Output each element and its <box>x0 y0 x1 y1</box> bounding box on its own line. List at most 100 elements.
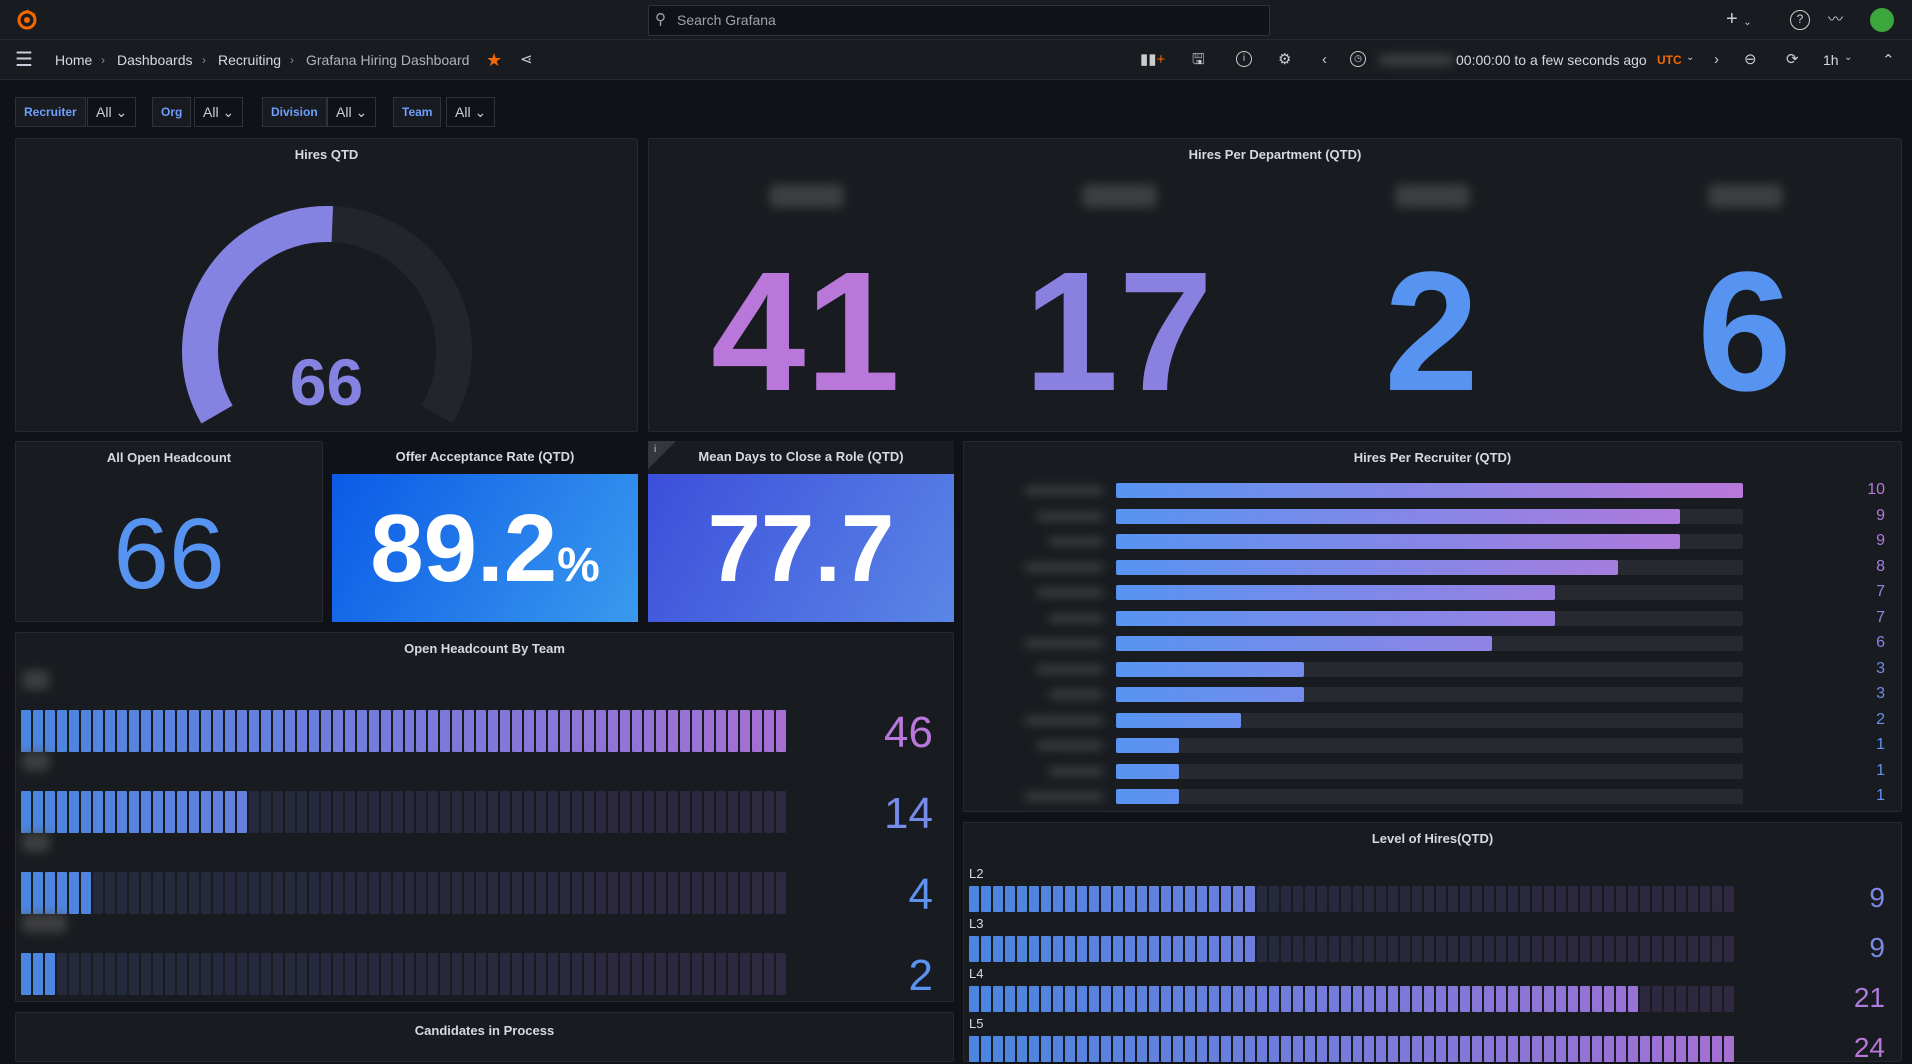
gear-icon[interactable]: ⚙ <box>1278 51 1292 68</box>
bar-segment-lit <box>476 710 487 752</box>
bar-segment <box>1712 986 1723 1012</box>
bar-segment <box>488 872 499 914</box>
bar-segment <box>1424 936 1435 962</box>
bar-segment <box>404 872 415 914</box>
bar-segment <box>644 953 655 995</box>
search-input[interactable]: Search Grafana <box>648 5 1270 36</box>
bar-segment <box>608 953 619 995</box>
bar-segment <box>476 872 487 914</box>
breadcrumb-home[interactable]: Home <box>55 52 93 68</box>
bar-segment <box>296 872 307 914</box>
bar-segment-lit <box>1472 1036 1483 1062</box>
bar-segment <box>344 872 355 914</box>
bar-segment-lit <box>1532 1036 1543 1062</box>
menu-icon[interactable]: ☰ <box>15 49 33 71</box>
bar-segment-lit <box>1040 1036 1051 1062</box>
breadcrumb-recruiting[interactable]: Recruiting <box>218 52 282 68</box>
bar-segment-lit <box>668 710 679 752</box>
chevron-down-icon[interactable]: ⌄ <box>1844 52 1853 63</box>
bar-segment <box>560 953 571 995</box>
panel-open-headcount-by-team[interactable]: Open Headcount By Team 46 14 4 2 <box>15 632 954 1002</box>
bar-segment-lit <box>1028 886 1039 912</box>
info-icon[interactable]: i <box>1236 51 1252 67</box>
panel-level-of-hires[interactable]: Level of Hires(QTD) L2 9 L3 9 L4 21 L5 24 <box>963 822 1902 1063</box>
avatar[interactable] <box>1870 8 1894 32</box>
bar-segment-lit <box>1352 986 1363 1012</box>
bar-segment-lit <box>1112 986 1123 1012</box>
bar-segment-lit <box>56 791 67 833</box>
refresh-icon[interactable]: ⟳ <box>1786 51 1799 68</box>
share-icon[interactable]: ⋖ <box>520 51 533 68</box>
bar-segment <box>284 872 295 914</box>
chevron-down-icon[interactable]: ⌄ <box>1686 52 1695 63</box>
panel-mean-days[interactable]: i Mean Days to Close a Role (QTD) 77.7 <box>648 441 954 622</box>
collapse-icon[interactable]: ⌃ <box>1882 52 1895 69</box>
time-forward-icon[interactable]: › <box>1714 51 1719 68</box>
bar-segment <box>116 953 127 995</box>
timezone-label[interactable]: UTC <box>1657 53 1682 67</box>
bar-segment-lit <box>1112 936 1123 962</box>
bar-segment-lit <box>1208 1036 1219 1062</box>
grafana-logo[interactable] <box>15 8 39 32</box>
info-corner[interactable] <box>648 441 676 469</box>
bar-segment <box>248 791 259 833</box>
bar-segment <box>1676 986 1687 1012</box>
variable-division-select[interactable]: All ⌄ <box>327 97 377 127</box>
breadcrumb-dashboards[interactable]: Dashboards <box>117 52 193 68</box>
bar-segment <box>1304 886 1315 912</box>
plus-icon[interactable]: + ⌄ <box>1726 8 1752 30</box>
variable-recruiter-select[interactable]: All ⌄ <box>87 97 137 127</box>
bar-segment-lit <box>176 791 187 833</box>
bar-segment-lit <box>1232 986 1243 1012</box>
panel-hires-per-recruiter[interactable]: Hires Per Recruiter (QTD) 10 9 9 8 7 7 6 3 3 2 1 1 1 <box>963 441 1902 812</box>
bar-segment <box>584 953 595 995</box>
bar-segment-lit <box>728 710 739 752</box>
bar-segment-lit <box>704 710 715 752</box>
bar-segment-lit <box>1472 986 1483 1012</box>
rss-icon[interactable]: 〰 <box>1828 11 1844 28</box>
bar-segment-lit <box>1484 1036 1495 1062</box>
bar-segment-lit <box>1076 986 1087 1012</box>
bar-segment <box>464 872 475 914</box>
help-icon[interactable]: ? <box>1790 10 1810 30</box>
bar-segment <box>632 872 643 914</box>
bar-segment-lit <box>200 791 211 833</box>
bar-segment <box>1316 886 1327 912</box>
bar-segment <box>140 953 151 995</box>
zoom-out-icon[interactable]: ⊖ <box>1744 51 1757 68</box>
bar-segment-lit <box>21 710 31 752</box>
variable-team-select[interactable]: All ⌄ <box>446 97 496 127</box>
bar-value: 14 <box>884 789 933 838</box>
star-icon[interactable]: ★ <box>486 50 503 70</box>
bar-segment <box>212 953 223 995</box>
variable-org-select[interactable]: All ⌄ <box>194 97 244 127</box>
panel-hires-per-department[interactable]: Hires Per Department (QTD) 41 17 2 6 <box>648 138 1902 432</box>
bar-segment <box>572 872 583 914</box>
bar-segment-lit <box>1592 986 1603 1012</box>
panel-all-open-headcount[interactable]: All Open Headcount 66 <box>15 441 323 622</box>
bar-segment <box>1292 886 1303 912</box>
bar-segment-lit <box>236 791 247 833</box>
bar-segment-lit <box>1040 886 1051 912</box>
panel-offer-acceptance[interactable]: Offer Acceptance Rate (QTD) 89.2% <box>332 441 638 622</box>
bar-segment <box>1520 936 1531 962</box>
bar-segment-lit <box>1064 886 1075 912</box>
time-range-picker[interactable]: 00:00:00 to a few seconds ago <box>1456 52 1647 68</box>
refresh-interval[interactable]: 1h <box>1823 52 1839 68</box>
panel-candidates-in-process[interactable]: Candidates in Process <box>15 1012 954 1062</box>
bar-segment <box>1580 886 1591 912</box>
bar-value: 8 <box>1876 557 1885 575</box>
bar-segment <box>224 953 235 995</box>
time-back-icon[interactable]: ‹ <box>1322 51 1327 68</box>
bar-segment <box>1424 886 1435 912</box>
save-icon[interactable]: 🖫 <box>1192 51 1205 68</box>
panel-hires-qtd[interactable]: Hires QTD 66 <box>15 138 638 432</box>
bar-segment-lit <box>980 986 991 1012</box>
add-panel-icon[interactable]: ▮▮+ <box>1140 51 1166 68</box>
bar-segment <box>1340 936 1351 962</box>
bar-segment-lit <box>428 710 439 752</box>
redacted-recruiter-label <box>1024 486 1104 495</box>
info-icon[interactable]: i <box>654 444 657 455</box>
bar-value: 9 <box>1869 882 1885 913</box>
redacted-team-label <box>22 832 50 852</box>
